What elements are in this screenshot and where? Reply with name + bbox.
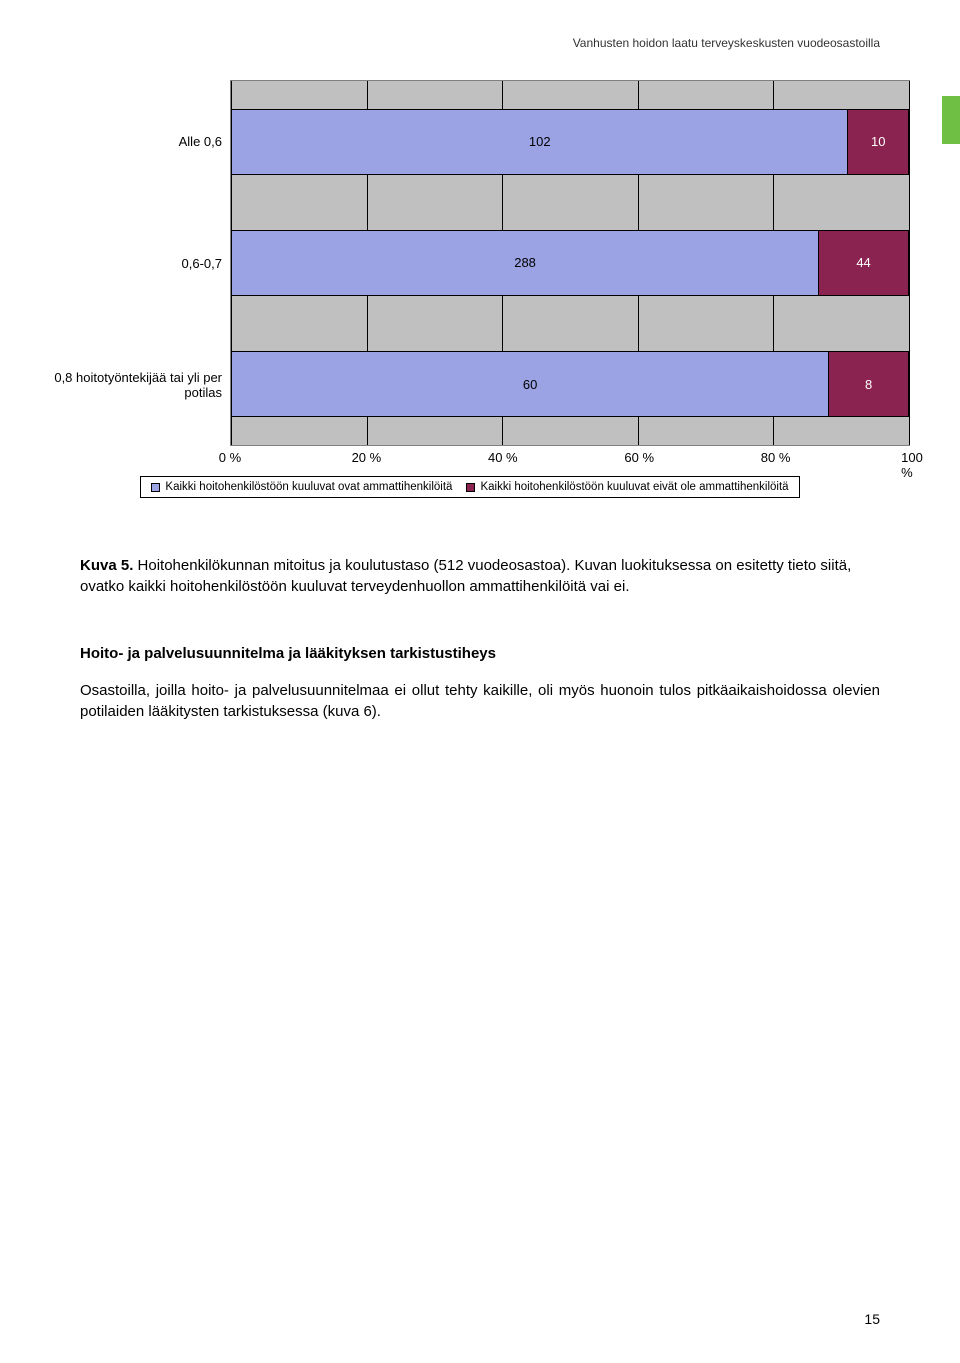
legend-swatch [466, 483, 475, 492]
bar-segment: 44 [819, 230, 909, 296]
y-label-0: Alle 0,6 [30, 80, 230, 202]
bar-segment: 288 [231, 230, 819, 296]
legend-swatch [151, 483, 160, 492]
running-header: Vanhusten hoidon laatu terveyskeskusten … [573, 36, 880, 50]
plot-area: 10210 28844 608 [230, 80, 910, 446]
bar-segment: 10 [848, 109, 909, 175]
legend-item-1: Kaikki hoitohenkilöstöön kuuluvat eivät … [466, 481, 788, 493]
figure-caption: Kuva 5. Hoitohenkilökunnan mitoitus ja k… [80, 555, 880, 597]
x-tick-label: 80 % [761, 450, 791, 465]
body-paragraph: Osastoilla, joilla hoito- ja palvelusuun… [80, 680, 880, 722]
x-tick-label: 60 % [624, 450, 654, 465]
bar-row-2: 608 [231, 324, 909, 445]
y-label-2: 0,8 hoitotyöntekijää tai yli per potilas [30, 324, 230, 446]
bar-segment: 8 [829, 351, 909, 417]
y-axis-labels: Alle 0,6 0,6-0,7 0,8 hoitotyöntekijää ta… [30, 80, 230, 446]
gridline [909, 81, 910, 445]
bar-segment: 60 [231, 351, 829, 417]
caption-lead: Kuva 5. [80, 557, 133, 574]
x-tick-label: 40 % [488, 450, 518, 465]
side-tab-marker [942, 96, 960, 144]
bar-row-1: 28844 [231, 202, 909, 323]
staffing-chart: Alle 0,6 0,6-0,7 0,8 hoitotyöntekijää ta… [30, 80, 910, 498]
caption-body: Hoitohenkilökunnan mitoitus ja koulutust… [80, 557, 851, 595]
legend-label-1: Kaikki hoitohenkilöstöön kuuluvat eivät … [480, 481, 788, 493]
bar-track: 608 [231, 351, 909, 417]
legend: Kaikki hoitohenkilöstöön kuuluvat ovat a… [140, 476, 799, 498]
bar-track: 10210 [231, 109, 909, 175]
legend-label-0: Kaikki hoitohenkilöstöön kuuluvat ovat a… [165, 481, 452, 493]
legend-item-0: Kaikki hoitohenkilöstöön kuuluvat ovat a… [151, 481, 452, 493]
bar-row-0: 10210 [231, 81, 909, 202]
x-tick-label: 20 % [352, 450, 382, 465]
section-subhead: Hoito- ja palvelusuunnitelma ja lääkityk… [80, 645, 880, 662]
x-axis: 0 %20 %40 %60 %80 %100 % [230, 446, 912, 468]
page-number: 15 [864, 1311, 880, 1327]
x-tick-label: 100 % [901, 450, 923, 480]
chart-body: Alle 0,6 0,6-0,7 0,8 hoitotyöntekijää ta… [30, 80, 910, 446]
y-label-1: 0,6-0,7 [30, 202, 230, 324]
bar-track: 28844 [231, 230, 909, 296]
x-tick-label: 0 % [219, 450, 241, 465]
bar-segment: 102 [231, 109, 848, 175]
